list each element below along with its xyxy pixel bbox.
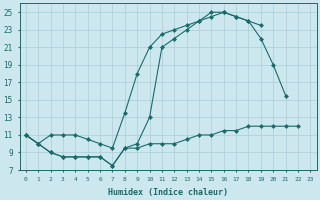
X-axis label: Humidex (Indice chaleur): Humidex (Indice chaleur) (108, 188, 228, 197)
